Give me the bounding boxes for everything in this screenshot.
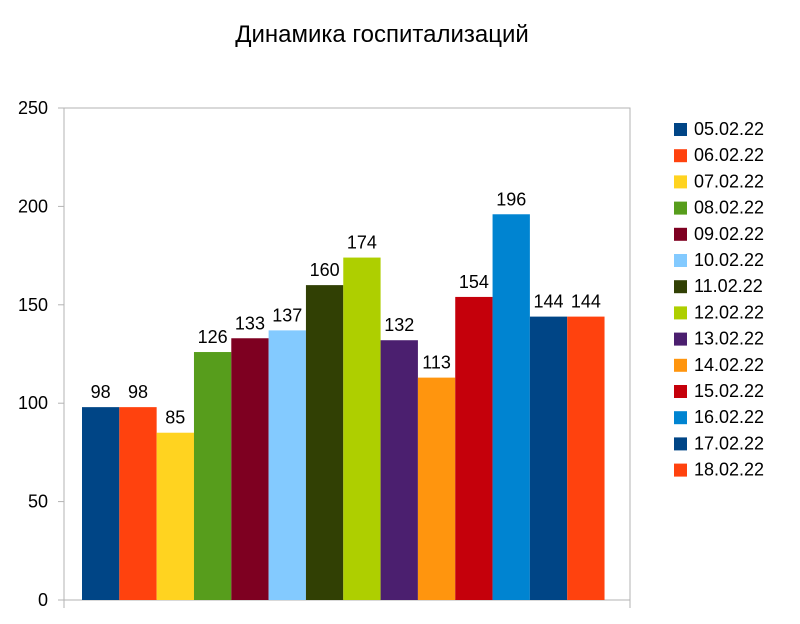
legend-swatch xyxy=(674,201,687,215)
legend-label: 10.02.22 xyxy=(694,250,764,270)
bar xyxy=(417,377,456,600)
legend-swatch xyxy=(674,385,687,398)
data-label: 98 xyxy=(91,382,111,402)
chart-title: Динамика госпитализаций xyxy=(235,21,529,48)
bar xyxy=(305,285,344,600)
legend-swatch xyxy=(674,254,687,267)
legend-swatch xyxy=(674,411,687,425)
bar xyxy=(380,340,418,600)
bar xyxy=(343,257,381,600)
data-label: 154 xyxy=(459,272,489,292)
data-label: 174 xyxy=(347,233,377,253)
legend-label: 11.02.22 xyxy=(694,276,763,296)
legend-label: 13.02.22 xyxy=(694,329,764,349)
legend-label: 06.02.22 xyxy=(694,145,764,165)
legend: 05.02.22 06.02.22 07.02.22 08.02.22 09.02.22… xyxy=(674,119,764,480)
data-label: 133 xyxy=(235,313,265,333)
bar xyxy=(119,407,157,600)
legend-swatch xyxy=(674,332,687,346)
bar xyxy=(492,214,530,600)
data-label: 144 xyxy=(571,292,601,312)
plot-area: 0 50 100 150 200 250 98 98 85 126 133 137 160 174 132 1… xyxy=(18,98,631,610)
legend-swatch xyxy=(674,175,687,189)
legend-swatch xyxy=(674,437,687,451)
data-label: 144 xyxy=(534,292,564,312)
legend-label: 05.02.22 xyxy=(694,119,764,139)
legend-label: 09.02.22 xyxy=(694,224,764,244)
legend-swatch xyxy=(674,306,687,320)
legend-label: 07.02.22 xyxy=(694,171,764,191)
legend-swatch xyxy=(674,463,687,477)
data-label: 126 xyxy=(198,327,228,347)
bar xyxy=(156,432,194,600)
data-label: 137 xyxy=(272,305,302,325)
legend-swatch xyxy=(674,123,687,136)
y-tick-label: 100 xyxy=(18,393,48,413)
bar xyxy=(193,352,232,600)
data-label: 132 xyxy=(384,315,414,335)
legend-label: 15.02.22 xyxy=(694,381,764,401)
y-tick-label: 50 xyxy=(28,492,48,512)
y-tick-label: 200 xyxy=(18,196,48,216)
bar xyxy=(231,338,269,600)
bar xyxy=(268,330,306,600)
y-tick-label: 250 xyxy=(18,98,48,118)
bar xyxy=(82,407,120,600)
y-tick-label: 150 xyxy=(18,295,48,315)
legend-swatch xyxy=(674,280,687,294)
data-label: 113 xyxy=(422,353,451,373)
legend-label: 08.02.22 xyxy=(694,198,764,218)
legend-swatch xyxy=(674,227,687,241)
data-label: 98 xyxy=(128,382,148,402)
bar xyxy=(529,316,568,600)
data-label: 85 xyxy=(165,408,185,428)
legend-swatch xyxy=(674,358,687,372)
legend-swatch xyxy=(674,149,687,163)
legend-label: 14.02.22 xyxy=(694,355,764,375)
y-tick-label: 0 xyxy=(38,590,48,610)
legend-label: 17.02.22 xyxy=(694,433,764,453)
bar xyxy=(567,316,605,600)
legend-label: 18.02.22 xyxy=(694,460,764,480)
data-label: 196 xyxy=(496,189,526,209)
bar xyxy=(455,296,493,600)
legend-label: 16.02.22 xyxy=(694,407,764,427)
legend-label: 12.02.22 xyxy=(694,302,764,322)
data-label: 160 xyxy=(310,260,340,280)
